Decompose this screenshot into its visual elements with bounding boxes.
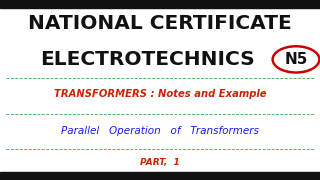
- Text: PART,  1: PART, 1: [140, 158, 180, 166]
- Text: ELECTROTECHNICS: ELECTROTECHNICS: [40, 50, 255, 69]
- Text: NATIONAL CERTIFICATE: NATIONAL CERTIFICATE: [28, 14, 292, 33]
- Text: TRANSFORMERS : Notes and Example: TRANSFORMERS : Notes and Example: [54, 89, 266, 99]
- Text: Parallel   Operation   of   Transformers: Parallel Operation of Transformers: [61, 126, 259, 136]
- Text: N5: N5: [284, 52, 308, 67]
